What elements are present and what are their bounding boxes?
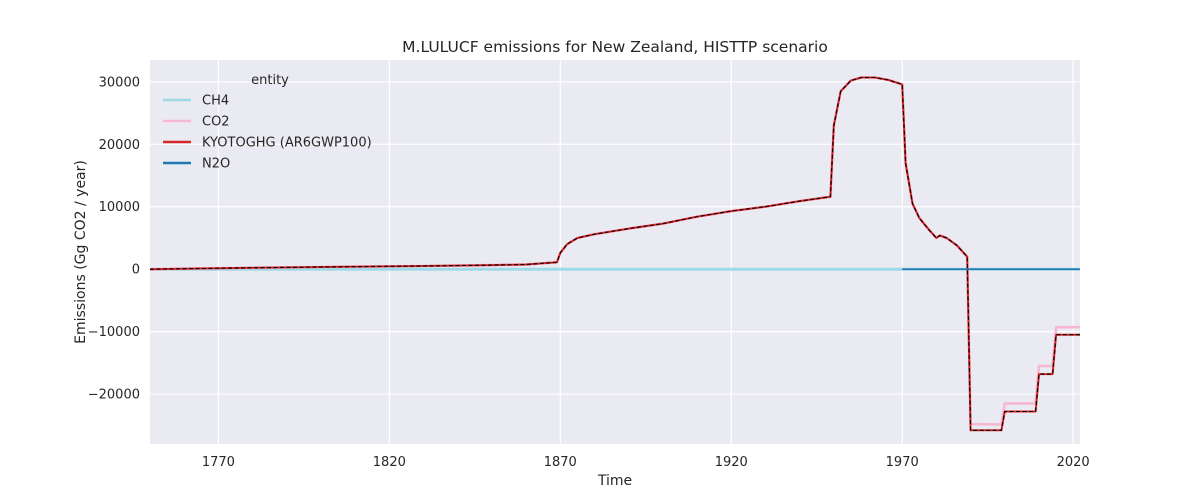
y-tick-label: −10000 xyxy=(88,325,140,340)
plot-area xyxy=(150,60,1080,444)
legend-label-co2: CO2 xyxy=(202,115,230,130)
legend-label-kyotoghg-ar6gwp100: KYOTOGHG (AR6GWP100) xyxy=(202,136,372,151)
legend-label-ch4: CH4 xyxy=(202,94,229,109)
y-tick-label: 30000 xyxy=(99,75,140,90)
x-tick-label: 1770 xyxy=(202,455,235,470)
y-axis-ticks: −20000 −10000 0 10000 20000 30000 xyxy=(88,75,140,402)
series-lines xyxy=(149,76,1080,432)
x-tick-label: 1820 xyxy=(373,455,406,470)
x-axis-ticks: 1770 1820 1870 1920 1970 2020 xyxy=(202,455,1090,470)
y-tick-label: −20000 xyxy=(88,388,140,403)
reference-dashed-line xyxy=(149,76,1080,431)
y-tick-label: 10000 xyxy=(99,200,140,215)
x-tick-label: 2020 xyxy=(1057,455,1090,470)
legend-title: entity xyxy=(251,73,289,88)
x-tick-label: 1970 xyxy=(886,455,919,470)
y-tick-label: 20000 xyxy=(99,138,140,153)
y-tick-label: 0 xyxy=(132,263,140,278)
x-axis-label: Time xyxy=(597,473,632,489)
legend-label-n2o: N2O xyxy=(202,157,230,172)
x-tick-label: 1920 xyxy=(715,455,748,470)
x-tick-label: 1870 xyxy=(544,455,577,470)
legend: entity CH4 CO2 KYOTOGHG (AR6GWP100) N2O xyxy=(163,73,372,172)
chart-title: M.LULUCF emissions for New Zealand, HIST… xyxy=(402,38,828,56)
y-axis-label: Emissions (Gg CO2 / year) xyxy=(73,160,89,344)
